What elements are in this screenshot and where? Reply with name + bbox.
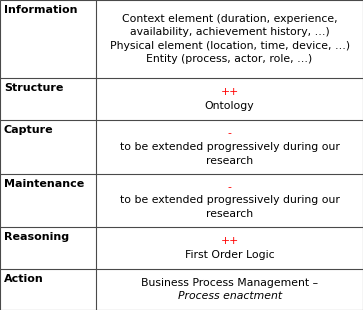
Text: First Order Logic: First Order Logic (185, 250, 274, 260)
Text: Physical element (location, time, device, …): Physical element (location, time, device… (110, 41, 350, 51)
Text: ++: ++ (220, 236, 239, 246)
Text: research: research (206, 209, 253, 219)
Text: Process enactment: Process enactment (178, 291, 282, 301)
Text: -: - (228, 129, 232, 139)
Text: Capture: Capture (4, 126, 54, 135)
Text: research: research (206, 156, 253, 166)
Text: Action: Action (4, 274, 44, 284)
Text: to be extended progressively during our: to be extended progressively during our (120, 142, 339, 152)
Text: to be extended progressively during our: to be extended progressively during our (120, 195, 339, 205)
Text: Entity (process, actor, role, …): Entity (process, actor, role, …) (147, 54, 313, 64)
Text: Maintenance: Maintenance (4, 179, 84, 188)
Text: -: - (228, 182, 232, 192)
Text: availability, achievement history, …): availability, achievement history, …) (130, 27, 330, 37)
Text: Structure: Structure (4, 83, 64, 93)
Text: Reasoning: Reasoning (4, 232, 69, 242)
Text: Business Process Management –: Business Process Management – (141, 278, 318, 288)
Text: Information: Information (4, 5, 77, 15)
Text: ++: ++ (220, 87, 239, 97)
Text: Ontology: Ontology (205, 101, 254, 111)
Text: Context element (duration, experience,: Context element (duration, experience, (122, 14, 338, 24)
